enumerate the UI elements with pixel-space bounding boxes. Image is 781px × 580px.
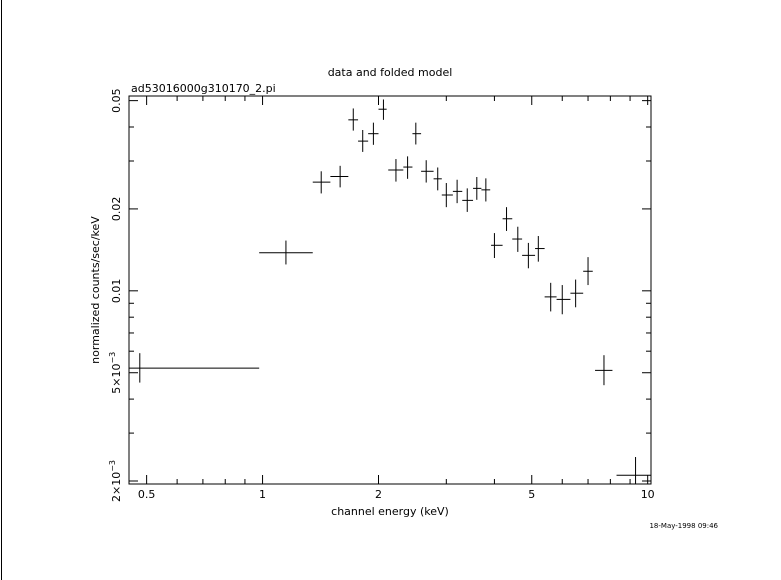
- data-point: [441, 183, 453, 208]
- y-tick-base: 0.05: [110, 88, 123, 113]
- data-point: [616, 457, 651, 484]
- data-point: [544, 282, 557, 312]
- x-axis: 0.5 1 2 5 10: [138, 96, 655, 501]
- data-point: [462, 188, 474, 212]
- y-tick-label: 0.02: [110, 197, 123, 222]
- data-point: [330, 165, 349, 188]
- data-point: [433, 167, 442, 191]
- x-axis-label: channel energy (keV): [331, 505, 449, 518]
- data-point: [312, 171, 331, 194]
- data-point: [512, 226, 523, 252]
- y-tick-label: 2×10−3: [108, 460, 123, 502]
- data-point: [481, 178, 491, 202]
- data-point: [452, 179, 463, 204]
- x-tick-label: 1: [259, 488, 266, 501]
- y-axis-label: normalized counts/sec/keV: [89, 216, 102, 364]
- y-tick-base: 2×10: [110, 472, 123, 502]
- data-point: [595, 355, 613, 386]
- data-point: [403, 156, 413, 179]
- data-point: [473, 177, 482, 200]
- y-axis: 2×10−35×10−30.010.020.05: [108, 88, 651, 502]
- y-tick-label: 5×10−3: [108, 352, 123, 394]
- data-point: [522, 242, 536, 269]
- y-tick-label: 0.05: [110, 88, 123, 113]
- plot-frame: [128, 95, 652, 485]
- x-tick-label: 5: [528, 488, 535, 501]
- data-point: [388, 159, 404, 182]
- y-tick-exponent: −3: [108, 352, 117, 364]
- data-point: [535, 236, 545, 262]
- data-point: [348, 108, 359, 131]
- y-tick-base: 0.01: [110, 279, 123, 304]
- chart-title: data and folded model: [328, 66, 453, 79]
- x-tick-label: 2: [375, 488, 382, 501]
- timestamp: 18-May-1998 09:46: [649, 522, 718, 530]
- data-point: [502, 207, 513, 231]
- chart-subtitle: ad53016000g310170_2.pi: [131, 82, 276, 95]
- x-tick-label: 10: [641, 488, 655, 501]
- data-point: [412, 122, 422, 145]
- data-point: [358, 129, 369, 152]
- data-point: [378, 99, 387, 120]
- y-tick-base: 5×10: [110, 364, 123, 394]
- data-point: [129, 353, 260, 383]
- data-point: [491, 233, 503, 259]
- y-tick-exponent: −3: [108, 460, 117, 472]
- x-tick-label: 0.5: [138, 488, 156, 501]
- data-point: [583, 257, 593, 286]
- data-point: [368, 122, 379, 145]
- data-points: [129, 99, 651, 484]
- data-point: [421, 160, 434, 183]
- data-point: [570, 279, 584, 308]
- data-point: [259, 240, 313, 265]
- y-tick-base: 0.02: [110, 197, 123, 222]
- data-point: [556, 285, 571, 315]
- y-tick-label: 0.01: [110, 279, 123, 304]
